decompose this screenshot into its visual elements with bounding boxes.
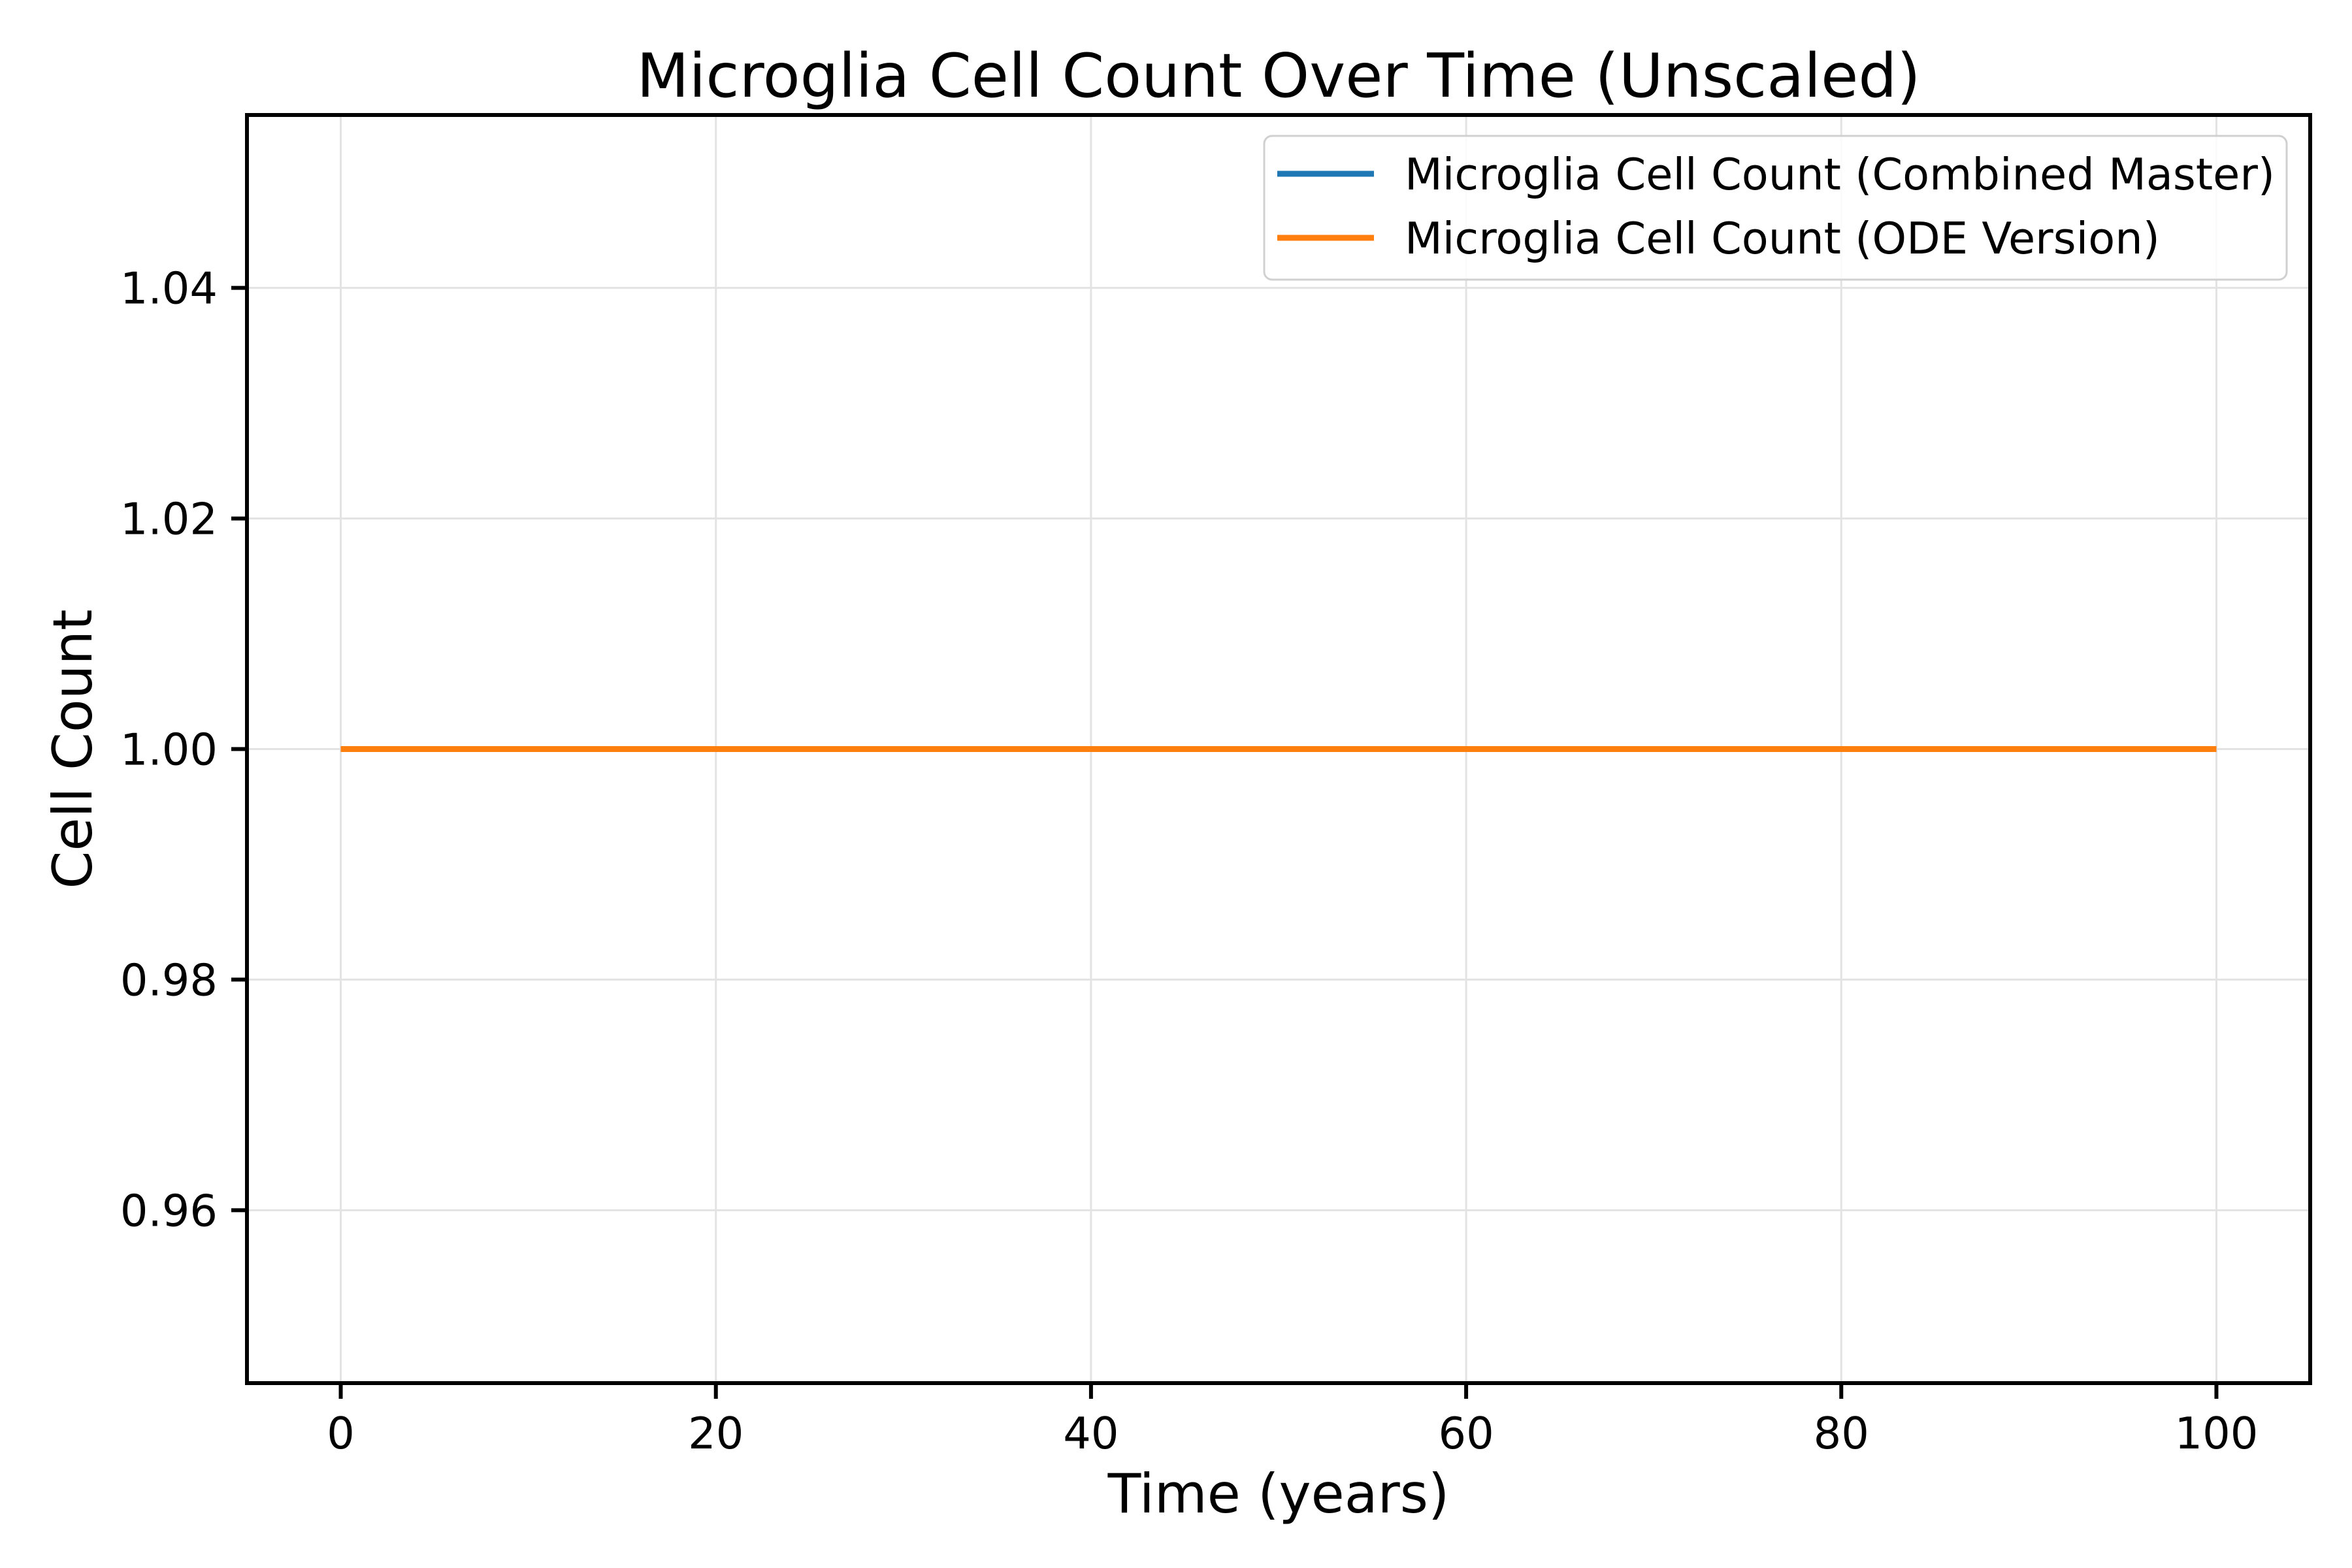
x-tick-label: 80 [1814,1408,1869,1459]
y-tick-label: 0.96 [120,1185,218,1236]
y-tick-label: 0.98 [120,955,218,1005]
legend-frame [1263,135,2288,281]
x-tick-label: 100 [2175,1408,2259,1459]
x-tick-label: 0 [327,1408,355,1459]
legend-label: Microglia Cell Count (Combined Master) [1405,149,2275,200]
axis-ticks: 0 20 40 60 80 100 0.96 0.98 1.00 1.02 1.04 [120,263,2259,1459]
x-tick-label: 60 [1438,1408,1494,1459]
legend: Microglia Cell Count (Combined Master) Mi… [1263,135,2288,281]
y-tick-label: 1.00 [120,725,218,776]
y-tick-label: 1.04 [120,263,218,314]
legend-label: Microglia Cell Count (ODE Version) [1405,213,2160,264]
x-tick-label: 40 [1063,1408,1119,1459]
y-tick-label: 1.02 [120,494,218,545]
y-axis-label: Cell Count [41,609,105,889]
chart-title: Microglia Cell Count Over Time (Unscaled… [636,41,1920,111]
x-axis-label: Time (years) [1107,1462,1450,1526]
x-tick-label: 20 [688,1408,743,1459]
